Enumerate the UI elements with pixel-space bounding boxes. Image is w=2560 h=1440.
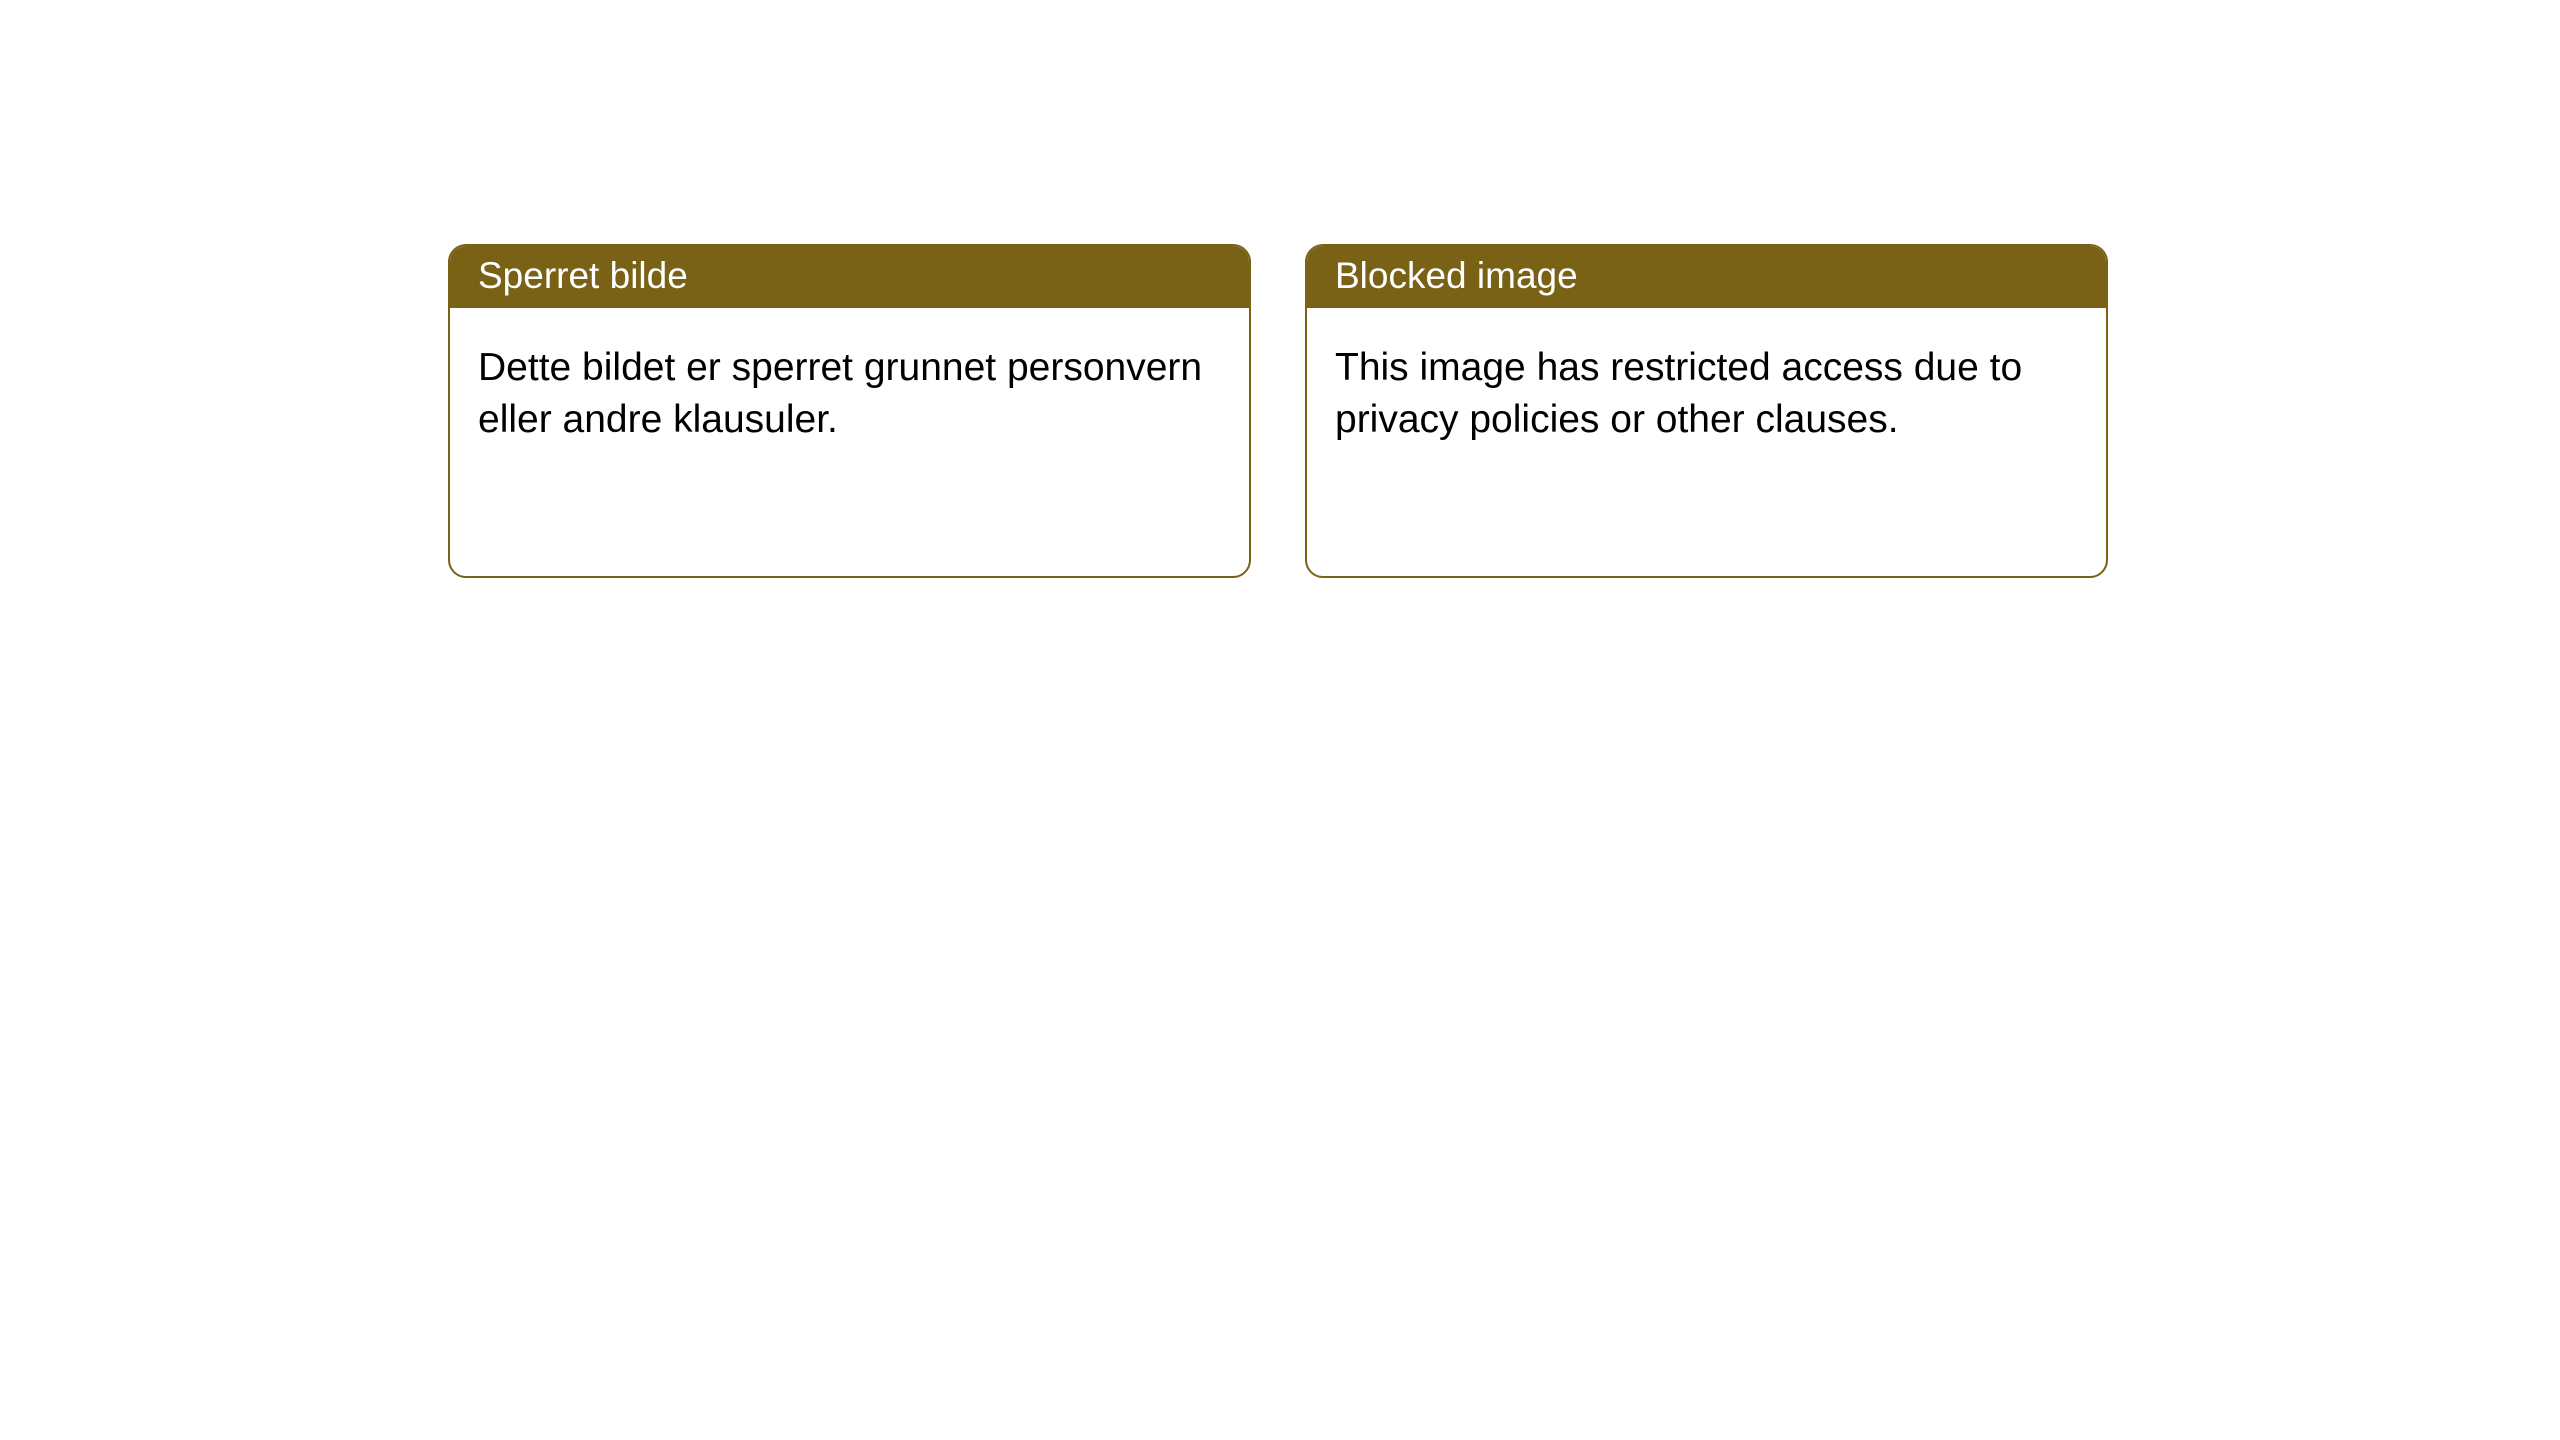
notice-card-no: Sperret bilde Dette bildet er sperret gr…	[448, 244, 1251, 578]
notice-card-en: Blocked image This image has restricted …	[1305, 244, 2108, 578]
notice-body: Dette bildet er sperret grunnet personve…	[450, 308, 1249, 473]
notice-container: Sperret bilde Dette bildet er sperret gr…	[0, 0, 2560, 578]
notice-body: This image has restricted access due to …	[1307, 308, 2106, 473]
notice-header: Sperret bilde	[450, 246, 1249, 308]
notice-header: Blocked image	[1307, 246, 2106, 308]
